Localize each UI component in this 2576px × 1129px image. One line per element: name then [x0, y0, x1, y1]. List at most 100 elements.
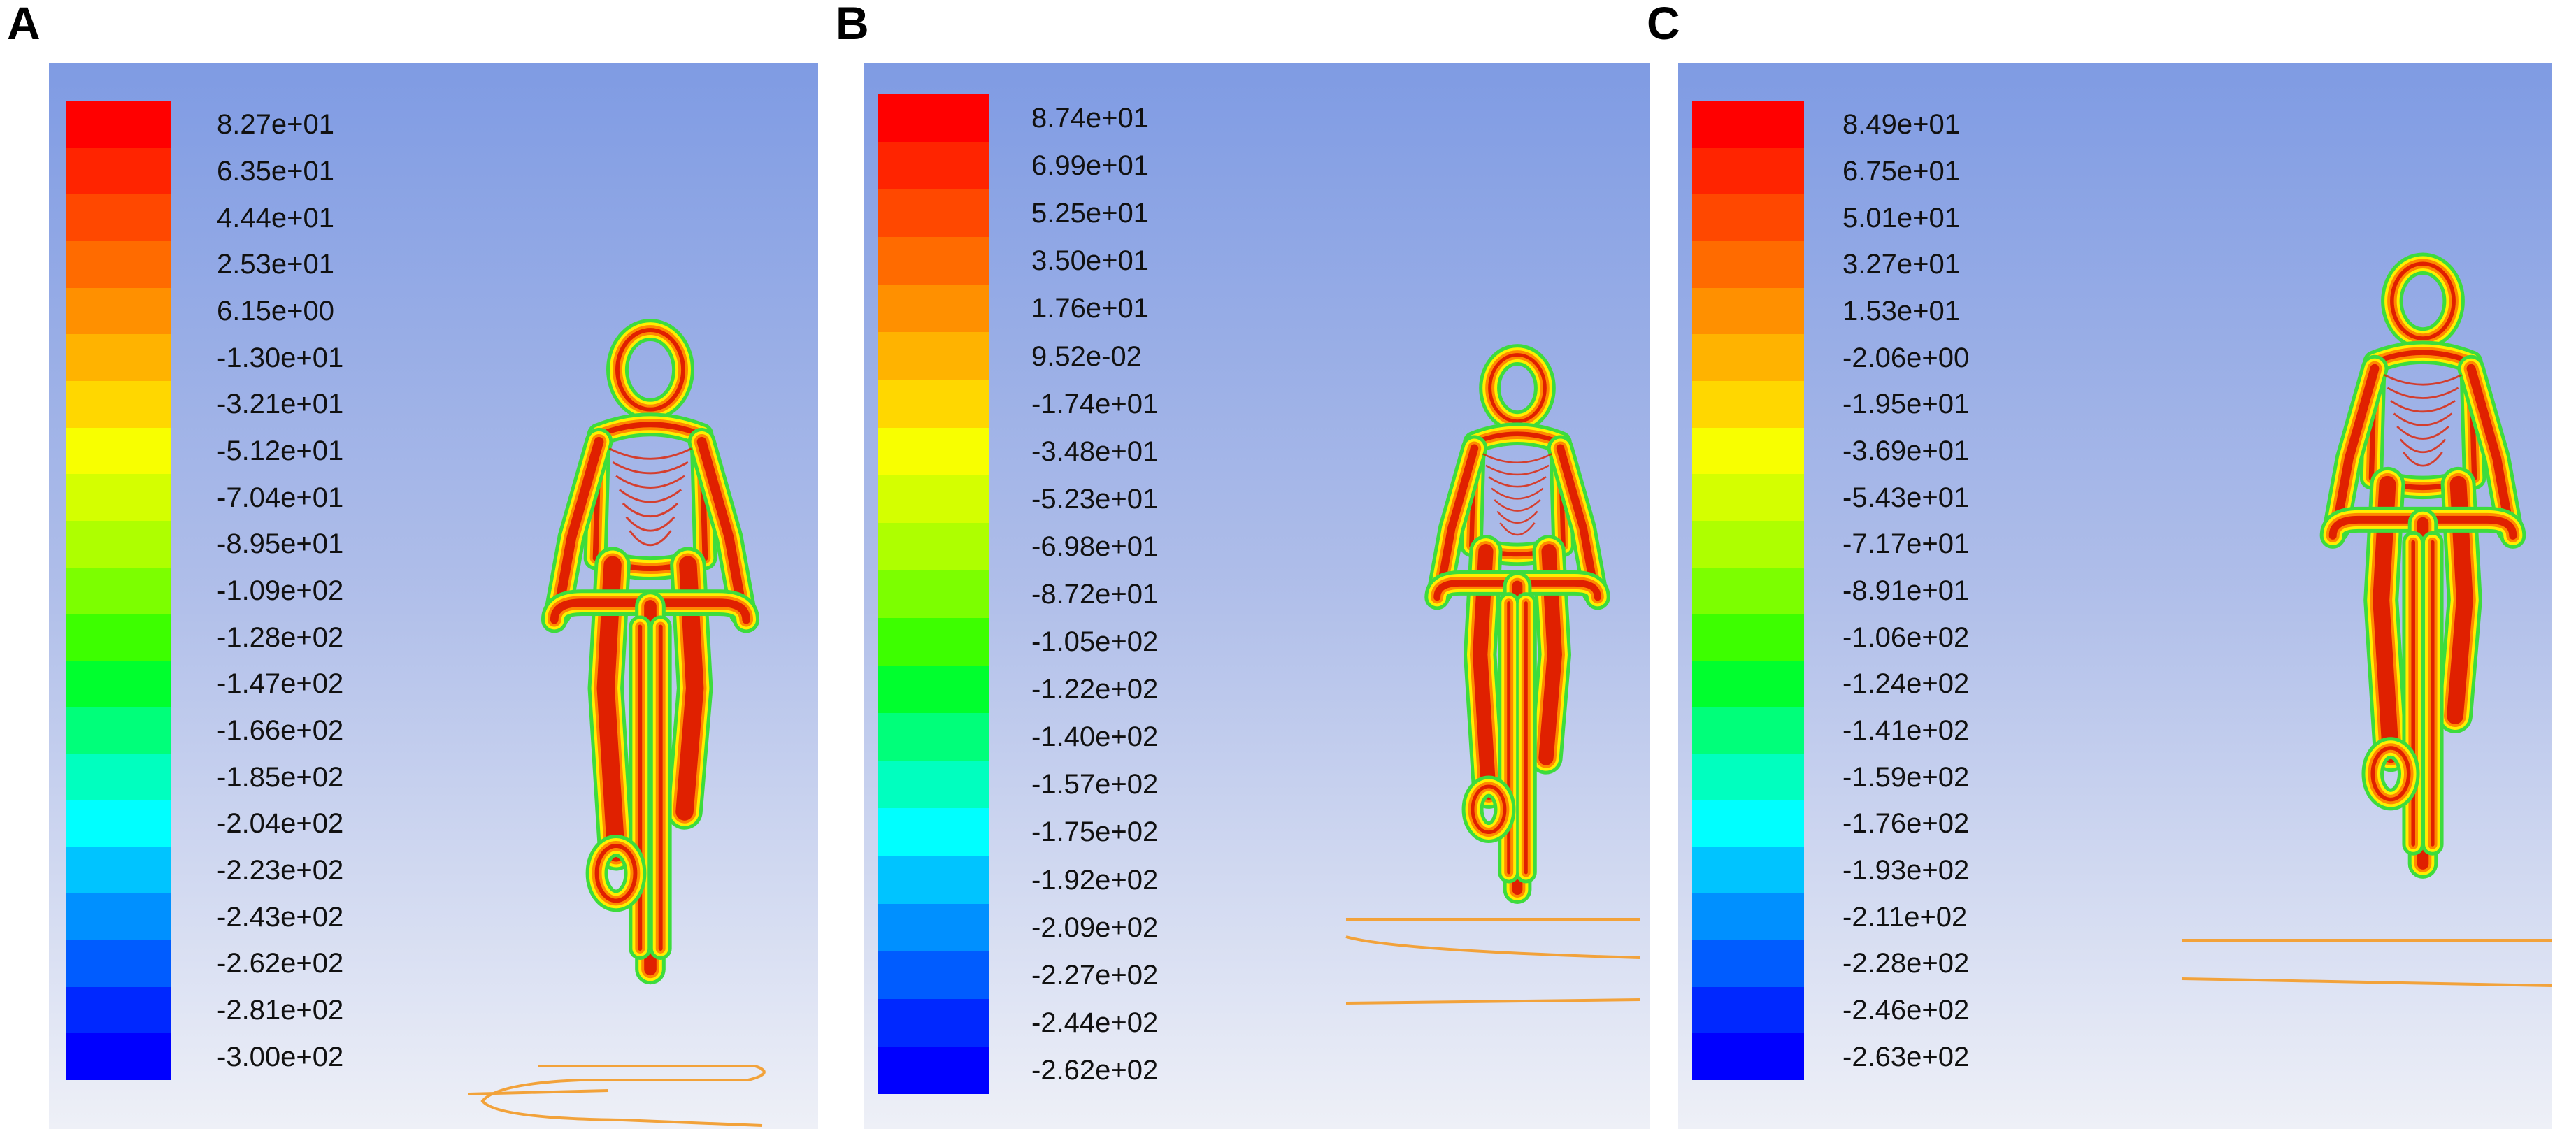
colorbar-swatch [1692, 241, 1804, 288]
colorbar-swatch [66, 800, 171, 847]
colorbar-swatch [878, 808, 989, 856]
colorbar-tick-label: -1.59e+02 [1842, 761, 1970, 793]
colorbar-tick-label: -2.09e+02 [1031, 912, 1159, 943]
colorbar-tick-label: -1.93e+02 [1842, 855, 1970, 886]
rider-shoe-left [1471, 784, 1507, 835]
colorbar-tick-label: -1.47e+02 [217, 668, 344, 700]
colorbar-swatch [878, 856, 989, 904]
colorbar-tick-label: -1.57e+02 [1031, 769, 1159, 800]
contour-detail-line [2396, 425, 2449, 440]
colorbar-swatch [878, 380, 989, 428]
contour-detail-line [2399, 438, 2447, 454]
colorbar-tick-label: -7.17e+01 [1842, 528, 1970, 560]
colorbar-swatch [66, 101, 171, 148]
contour-detail-line [2393, 412, 2453, 426]
colorbar-swatch [66, 614, 171, 661]
colorbar-swatch [1692, 847, 1804, 894]
contour-detail-line [1485, 464, 1550, 476]
colorbar-swatch [66, 474, 171, 522]
colorbar-swatch [878, 666, 989, 714]
colorbar-tick-label: 3.27e+01 [1842, 249, 1960, 280]
colorbar-tick-label: 4.44e+01 [217, 202, 334, 233]
colorbar-swatch [1692, 567, 1804, 614]
colorbar-b [878, 94, 989, 1094]
colorbar-swatch [66, 661, 171, 707]
colorbar-swatch [878, 713, 989, 761]
contour-detail-line [608, 447, 692, 460]
colorbar-tick-label: 6.75e+01 [1842, 156, 1960, 187]
contour-detail-line [612, 461, 689, 475]
colorbar-tick-label: -1.09e+02 [217, 575, 344, 606]
colorbar-tick-label: -5.43e+01 [1842, 482, 1970, 513]
colorbar-tick-label: 2.53e+01 [217, 249, 334, 280]
colorbar-swatch [1692, 101, 1804, 148]
colorbar-tick-label: 6.99e+01 [1031, 150, 1149, 182]
colorbar-swatch [878, 475, 989, 523]
colorbar-swatch [66, 986, 171, 1034]
colorbar-swatch [878, 761, 989, 809]
colorbar-labels-c: 8.49e+01 6.75e+01 5.01e+01 3.27e+01 1.53e+01… [1842, 101, 2017, 1080]
colorbar-swatch [1692, 800, 1804, 847]
colorbar-swatch [1692, 707, 1804, 754]
panel-c-letter: C [1647, 0, 1680, 49]
contour-detail-line [629, 530, 672, 547]
ground-contour-line [1345, 918, 1640, 1005]
colorbar-swatch [1692, 427, 1804, 475]
colorbar-tick-label: -2.23e+02 [217, 855, 344, 886]
colorbar-swatch [878, 1046, 989, 1094]
colorbar-swatch [66, 940, 171, 987]
colorbar-tick-label: -1.85e+02 [217, 761, 344, 793]
colorbar-tick-label: -2.46e+02 [1842, 995, 1970, 1026]
colorbar-swatch [1692, 614, 1804, 661]
colorbar-tick-label: -2.28e+02 [1842, 948, 1970, 979]
contour-detail-line [1482, 453, 1552, 463]
colorbar-tick-label: 8.27e+01 [217, 109, 334, 141]
colorbar-swatch [66, 847, 171, 894]
colorbar-tick-label: -7.04e+01 [217, 482, 344, 513]
colorbar-swatch [878, 618, 989, 666]
colorbar-tick-label: -8.72e+01 [1031, 579, 1159, 610]
panel-b-letter: B [836, 0, 869, 49]
colorbar-swatch [878, 427, 989, 475]
colorbar-tick-label: 8.74e+01 [1031, 103, 1149, 134]
colorbar-swatch [66, 707, 171, 754]
colorbar-tick-label: -2.11e+02 [1842, 901, 1968, 933]
cyclist-contour-a [468, 319, 766, 1127]
colorbar-tick-label: 8.49e+01 [1842, 109, 1960, 141]
colorbar-swatch [878, 998, 989, 1047]
colorbar-tick-label: -5.23e+01 [1031, 483, 1159, 515]
colorbar-swatch [878, 903, 989, 951]
colorbar-tick-label: 5.25e+01 [1031, 198, 1149, 229]
colorbar-swatch [878, 285, 989, 333]
colorbar-swatch [66, 194, 171, 242]
colorbar-swatch [1692, 986, 1804, 1034]
colorbar-swatch [1692, 381, 1804, 428]
colorbar-tick-label: -1.22e+02 [1031, 674, 1159, 705]
colorbar-tick-label: -1.74e+01 [1031, 388, 1159, 419]
rider-arm-right [1556, 444, 1599, 596]
colorbar-swatch [1692, 1033, 1804, 1081]
colorbar-swatch [1692, 940, 1804, 987]
colorbar-c [1692, 101, 1804, 1081]
contour-detail-line [1491, 487, 1544, 500]
colorbar-tick-label: -1.75e+02 [1031, 817, 1159, 848]
contour-detail-line [2403, 451, 2443, 467]
rider-arm-left [1436, 444, 1479, 596]
colorbar-tick-label: -1.66e+02 [217, 715, 344, 746]
colorbar-tick-label: -8.95e+01 [217, 528, 344, 560]
colorbar-tick-label: 3.50e+01 [1031, 245, 1149, 277]
colorbar-swatch [878, 951, 989, 999]
colorbar-tick-label: -1.05e+02 [1031, 626, 1159, 658]
colorbar-tick-label: -2.63e+02 [1842, 1041, 1970, 1072]
colorbar-tick-label: -1.30e+01 [217, 342, 344, 373]
colorbar-swatch [66, 287, 171, 335]
contour-detail-line [1488, 476, 1547, 488]
contour-detail-line [615, 475, 685, 489]
colorbar-swatch [66, 241, 171, 288]
contour-detail-line [2384, 374, 2462, 386]
colorbar-tick-label: -1.95e+01 [1842, 389, 1970, 420]
rider-arm-right [696, 436, 748, 618]
colorbar-swatch [66, 334, 171, 382]
colorbar-tick-label: -1.28e+02 [217, 621, 344, 653]
colorbar-tick-label: 5.01e+01 [1842, 202, 1960, 233]
